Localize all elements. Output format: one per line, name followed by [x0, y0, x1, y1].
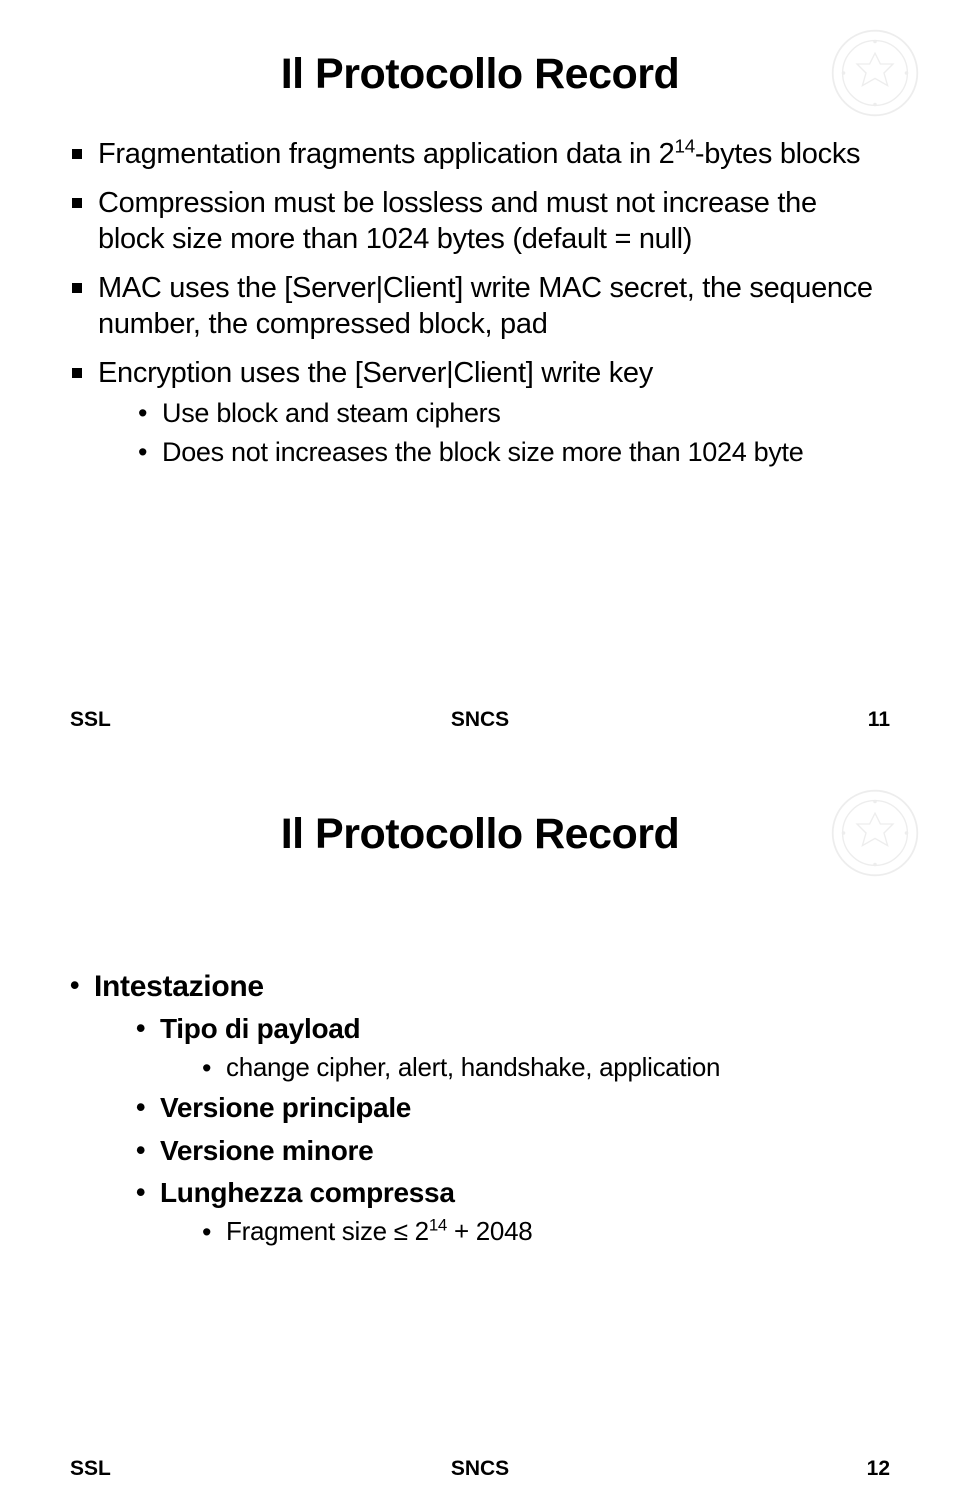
bullet-item: Fragmentation fragments application data…	[70, 137, 890, 172]
footer-right: 12	[867, 1457, 890, 1481]
bullet-text: Compression must be lossless and must no…	[98, 187, 817, 254]
slide-footer: SSL SNCS 12	[70, 1457, 890, 1481]
bullet-text: Fragmentation fragments application data…	[98, 138, 675, 170]
sub1-item: Versione minore	[136, 1134, 890, 1168]
sub-bullet-item: Does not increases the block size more t…	[138, 436, 890, 469]
sub-bullet-list: Use block and steam ciphers Does not inc…	[98, 397, 890, 469]
bullet-item: Encryption uses the [Server|Client] writ…	[70, 356, 890, 469]
sub1-label: Versione principale	[160, 1092, 411, 1123]
top-item: Intestazione Tipo di payload change ciph…	[70, 969, 890, 1248]
slide-2: Il Protocollo Record Intestazione Tipo d…	[0, 760, 960, 1509]
slide-1: Il Protocollo Record Fragmentation fragm…	[0, 0, 960, 760]
seal-icon	[830, 28, 920, 118]
top-label: Intestazione	[94, 970, 264, 1003]
sub1-item: Lunghezza compressa Fragment size ≤ 214 …	[136, 1176, 890, 1248]
footer-center: SNCS	[70, 708, 890, 732]
bullet-list: Fragmentation fragments application data…	[70, 137, 890, 469]
bullet-text: MAC uses the [Server|Client] write MAC s…	[98, 272, 873, 339]
top-list: Intestazione Tipo di payload change ciph…	[70, 969, 890, 1248]
bullet-text: Encryption uses the [Server|Client] writ…	[98, 357, 653, 389]
slide-title: Il Protocollo Record	[70, 50, 890, 99]
footer-right: 11	[868, 708, 890, 732]
footer-left: SSL	[70, 1457, 111, 1481]
slide-title: Il Protocollo Record	[70, 810, 890, 859]
sub2-item: change cipher, alert, handshake, applica…	[202, 1052, 890, 1084]
sub-bullet-item: Use block and steam ciphers	[138, 397, 890, 430]
sub1-label: Tipo di payload	[160, 1013, 360, 1044]
sub1-item: Tipo di payload change cipher, alert, ha…	[136, 1012, 890, 1084]
footer-left: SSL	[70, 708, 111, 732]
footer-center: SNCS	[70, 1457, 890, 1481]
sub2-item: Fragment size ≤ 214 + 2048	[202, 1216, 890, 1248]
bullet-tail: -bytes blocks	[695, 138, 860, 170]
bullet-item: Compression must be lossless and must no…	[70, 186, 890, 257]
sub1-list: Tipo di payload change cipher, alert, ha…	[94, 1012, 890, 1248]
sub2-list: change cipher, alert, handshake, applica…	[160, 1052, 890, 1084]
sub1-label: Versione minore	[160, 1135, 373, 1166]
seal-icon	[830, 788, 920, 878]
bullet-item: MAC uses the [Server|Client] write MAC s…	[70, 271, 890, 342]
sub1-item: Versione principale	[136, 1091, 890, 1125]
sub1-label: Lunghezza compressa	[160, 1177, 455, 1208]
sub2-list: Fragment size ≤ 214 + 2048	[160, 1216, 890, 1248]
bullet-sup: 14	[675, 135, 695, 156]
slide-footer: SSL SNCS 11	[70, 708, 890, 732]
